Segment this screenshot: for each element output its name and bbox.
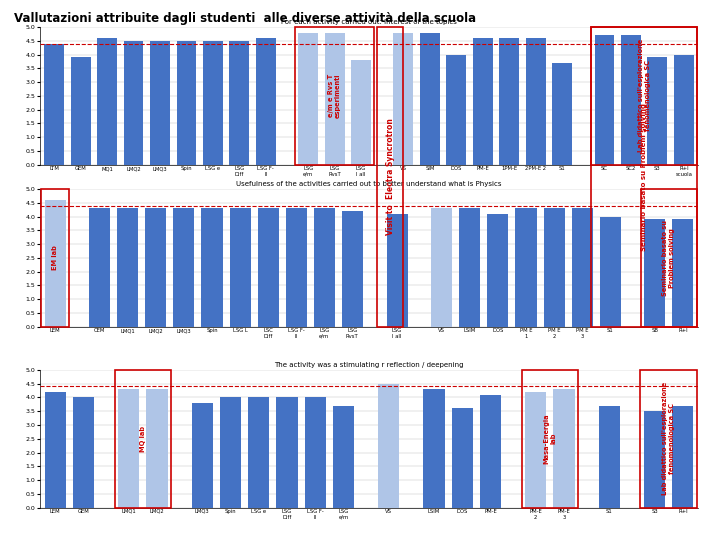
Bar	[446, 55, 467, 165]
Bar	[647, 57, 667, 165]
Bar	[325, 32, 345, 165]
Bar	[591, 27, 697, 327]
Bar	[552, 63, 572, 165]
Bar	[41, 189, 69, 327]
Bar	[295, 27, 374, 165]
Bar	[499, 38, 519, 165]
Title: For each activity carried out: Interest of the topics: For each activity carried out: Interest …	[281, 19, 457, 25]
Bar	[203, 40, 222, 165]
Bar	[117, 208, 138, 327]
Bar	[672, 406, 693, 508]
Bar	[526, 38, 546, 165]
Bar	[459, 208, 480, 327]
Bar	[554, 389, 575, 508]
Text: Seminario basato su Problem solving: Seminario basato su Problem solving	[642, 103, 647, 251]
Bar	[248, 397, 269, 508]
Bar	[473, 38, 492, 165]
Title: Usefulness of the activities carried out to better understand what is Physics: Usefulness of the activities carried out…	[236, 181, 502, 187]
Bar	[73, 397, 94, 508]
Bar	[298, 32, 318, 165]
Bar	[176, 40, 197, 165]
Bar	[674, 55, 694, 165]
Text: MQ lab: MQ lab	[140, 426, 146, 452]
Bar	[145, 208, 166, 327]
Bar	[146, 389, 168, 508]
Text: Seminario basato su
Problem solving: Seminario basato su Problem solving	[662, 220, 675, 296]
Bar	[644, 219, 665, 327]
Bar	[599, 406, 620, 508]
Bar	[220, 397, 241, 508]
Bar	[431, 208, 452, 327]
Bar	[378, 383, 400, 508]
Bar	[572, 208, 593, 327]
Bar	[114, 370, 171, 508]
Text: Lab didattico sull'esplorazione
fenomenologica SC: Lab didattico sull'esplorazione fenomeno…	[638, 39, 651, 152]
Bar	[305, 397, 326, 508]
Bar	[45, 392, 66, 508]
Bar	[150, 40, 170, 165]
Bar	[672, 219, 693, 327]
Bar	[420, 32, 440, 165]
Bar	[71, 57, 91, 165]
Bar	[44, 44, 64, 165]
Bar	[640, 370, 697, 508]
Bar	[230, 208, 251, 327]
Bar	[377, 27, 403, 327]
Bar	[258, 208, 279, 327]
Bar	[256, 38, 276, 165]
Bar	[480, 395, 501, 508]
Bar	[286, 208, 307, 327]
Bar	[423, 389, 445, 508]
Text: Vallutazioni attribuite dagli studenti  alle diverse attività della scuola: Vallutazioni attribuite dagli studenti a…	[14, 12, 477, 25]
Bar	[342, 211, 363, 327]
Bar	[89, 208, 110, 327]
Bar	[276, 397, 297, 508]
Bar	[525, 392, 546, 508]
Bar	[97, 38, 117, 165]
Text: EM lab: EM lab	[52, 246, 58, 270]
Bar	[595, 35, 614, 165]
Bar	[387, 214, 408, 327]
Text: e/m e Rvs T
esperimenti: e/m e Rvs T esperimenti	[328, 73, 341, 118]
Bar	[591, 27, 697, 165]
Bar	[522, 370, 578, 508]
Bar	[174, 208, 194, 327]
Bar	[451, 408, 473, 508]
Title: The activity was a stimulating r reflection / deepening: The activity was a stimulating r reflect…	[274, 362, 464, 368]
Bar	[644, 411, 665, 508]
Bar	[333, 406, 354, 508]
Bar	[202, 208, 222, 327]
Bar	[393, 32, 413, 165]
Bar	[314, 208, 335, 327]
Text: Visit to  Electra Syncrotron: Visit to Electra Syncrotron	[386, 118, 395, 235]
Text: Lab didattico sull'esplorazione
fenomenologica SC: Lab didattico sull'esplorazione fenomeno…	[662, 382, 675, 495]
Bar	[600, 217, 621, 327]
Bar	[118, 389, 139, 508]
Bar	[487, 214, 508, 327]
Bar	[124, 40, 143, 165]
Bar	[192, 403, 213, 508]
Bar	[516, 208, 536, 327]
Bar	[621, 35, 641, 165]
Bar	[351, 60, 371, 165]
Bar	[45, 200, 66, 327]
Text: Masa-Energia
lab: Masa-Energia lab	[544, 414, 557, 464]
Bar	[544, 208, 564, 327]
Bar	[230, 40, 249, 165]
Bar	[641, 189, 697, 327]
